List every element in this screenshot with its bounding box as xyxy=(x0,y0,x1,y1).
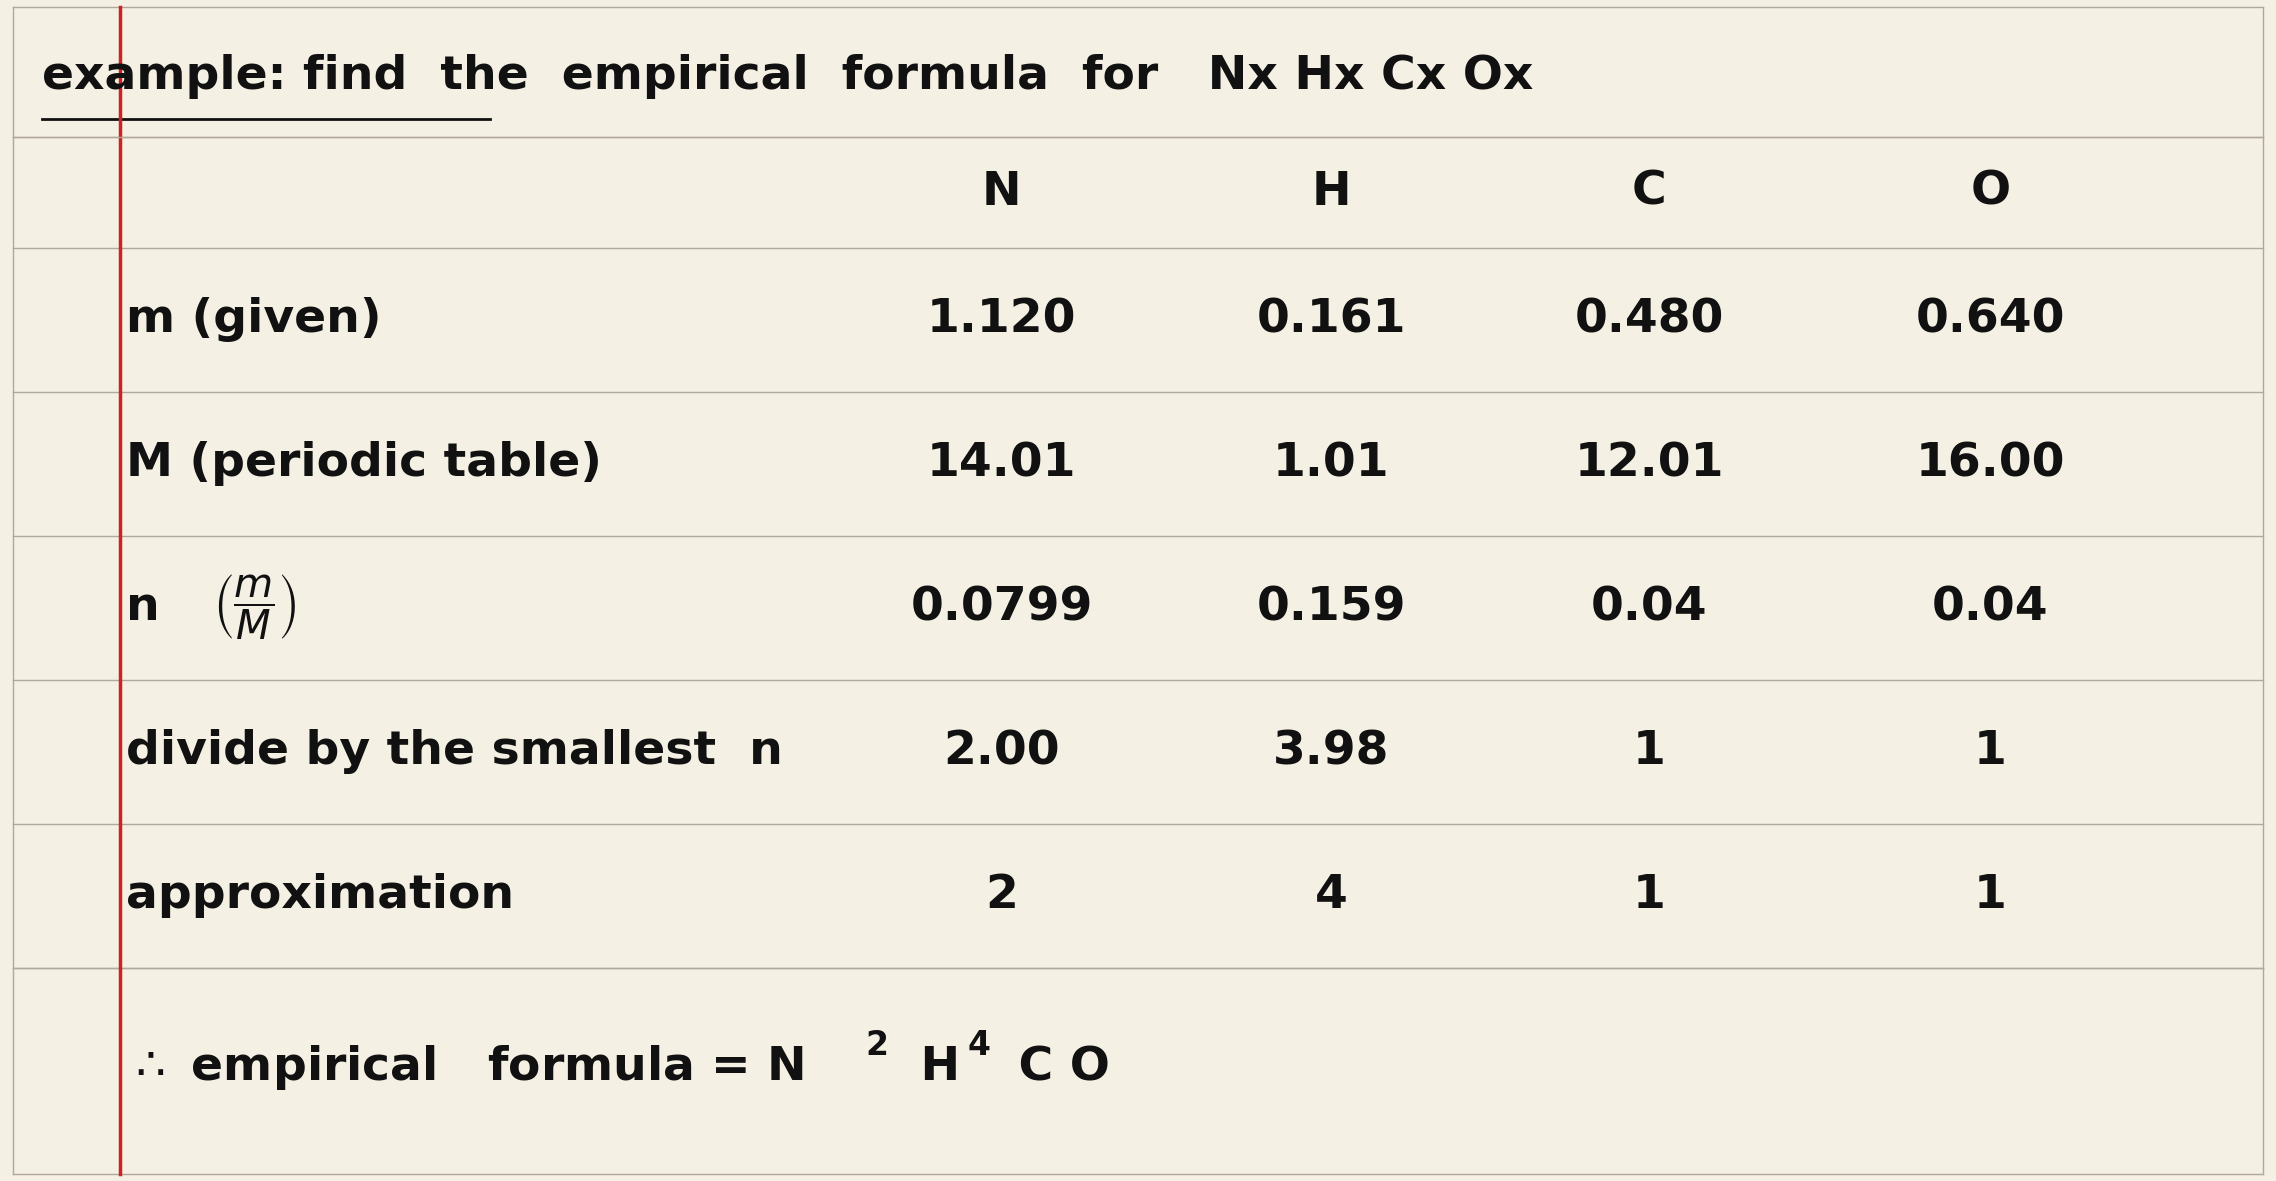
Text: 4: 4 xyxy=(1316,873,1347,918)
Text: $\therefore$ empirical   formula = N: $\therefore$ empirical formula = N xyxy=(127,1043,806,1092)
Text: N: N xyxy=(981,170,1022,215)
Text: 0.04: 0.04 xyxy=(1591,585,1707,631)
Text: 0.480: 0.480 xyxy=(1575,298,1725,342)
Text: n: n xyxy=(127,585,178,631)
Text: 16.00: 16.00 xyxy=(1916,442,2064,487)
Text: 2.00: 2.00 xyxy=(942,729,1061,774)
Text: 14.01: 14.01 xyxy=(926,442,1077,487)
Text: 1: 1 xyxy=(1634,729,1666,774)
Text: 2: 2 xyxy=(986,873,1017,918)
Text: 0.161: 0.161 xyxy=(1256,298,1407,342)
Text: 1.01: 1.01 xyxy=(1272,442,1391,487)
Text: M (periodic table): M (periodic table) xyxy=(127,442,603,487)
Text: 1: 1 xyxy=(1973,729,2007,774)
Text: H: H xyxy=(1311,170,1352,215)
Text: 0.0799: 0.0799 xyxy=(910,585,1092,631)
Text: $\left(\dfrac{m}{M}\right)$: $\left(\dfrac{m}{M}\right)$ xyxy=(212,573,296,642)
Text: 1: 1 xyxy=(1634,873,1666,918)
Text: C O: C O xyxy=(1001,1045,1108,1090)
Text: C: C xyxy=(1632,170,1666,215)
Text: divide by the smallest  n: divide by the smallest n xyxy=(127,729,783,774)
Text: O: O xyxy=(1971,170,2010,215)
Text: m (given): m (given) xyxy=(127,298,382,342)
Text: 1.120: 1.120 xyxy=(926,298,1077,342)
Text: 0.640: 0.640 xyxy=(1916,298,2064,342)
Text: 12.01: 12.01 xyxy=(1575,442,1725,487)
Text: 4: 4 xyxy=(967,1029,990,1062)
Text: 2: 2 xyxy=(865,1029,888,1062)
Text: example: find  the  empirical  formula  for   Nx Hx Cx Ox: example: find the empirical formula for … xyxy=(43,54,1534,99)
Text: 1: 1 xyxy=(1973,873,2007,918)
Text: 0.04: 0.04 xyxy=(1932,585,2048,631)
Text: H: H xyxy=(904,1045,960,1090)
Text: approximation: approximation xyxy=(127,873,514,918)
Text: 3.98: 3.98 xyxy=(1272,729,1388,774)
Text: 0.159: 0.159 xyxy=(1256,585,1407,631)
